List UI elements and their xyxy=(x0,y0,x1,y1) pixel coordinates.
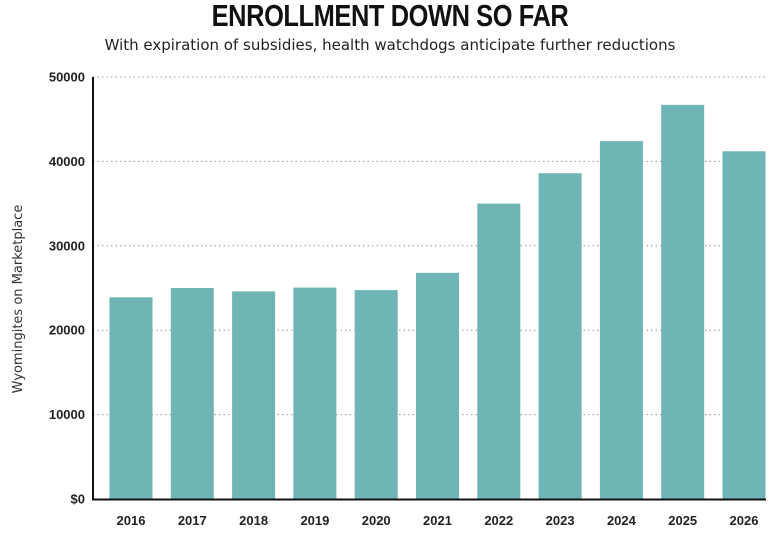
x-tick-label: 2020 xyxy=(362,513,391,528)
bar-2025 xyxy=(661,104,705,500)
bar-2023 xyxy=(538,173,582,499)
chart-subtitle: With expiration of subsidies, health wat… xyxy=(104,36,676,54)
x-tick-label: 2022 xyxy=(484,513,513,528)
axes xyxy=(92,77,766,501)
x-tick-label: 2019 xyxy=(300,513,329,528)
x-tick-labels: 2016 2017 2018 2019 2020 2021 2022 2023 2024 2025… xyxy=(117,513,759,528)
bar-2024 xyxy=(599,141,643,500)
x-tick-label: 2026 xyxy=(730,513,759,528)
x-tick-label: 2025 xyxy=(668,513,697,528)
bar-2020 xyxy=(354,290,398,499)
y-tick-label: $0 xyxy=(71,492,85,507)
bar-2022 xyxy=(477,203,521,499)
y-tick-label: 30000 xyxy=(49,238,85,253)
bar-2019 xyxy=(293,287,337,499)
x-tick-label: 2016 xyxy=(117,513,146,528)
x-tick-label: 2017 xyxy=(178,513,207,528)
y-tick-label: 10000 xyxy=(49,407,85,422)
y-tick-label: 50000 xyxy=(49,70,85,85)
x-tick-label: 2023 xyxy=(546,513,575,528)
bar-2018 xyxy=(232,291,276,499)
chart-title: ENROLLMENT DOWN SO FAR xyxy=(211,0,569,33)
x-tick-label: 2024 xyxy=(607,513,637,528)
bar-2016 xyxy=(109,297,153,499)
y-tick-labels: $0 10000 20000 30000 40000 50000 xyxy=(49,70,85,507)
y-tick-label: 40000 xyxy=(49,154,85,169)
y-axis-label: Wyomingites on Marketplace xyxy=(11,205,26,394)
bar-2017 xyxy=(170,288,214,499)
bars xyxy=(109,104,766,500)
bar-2021 xyxy=(416,272,459,499)
x-tick-label: 2018 xyxy=(239,513,268,528)
bar-2026 xyxy=(722,151,766,499)
y-tick-label: 20000 xyxy=(49,323,85,338)
x-tick-label: 2021 xyxy=(423,513,452,528)
